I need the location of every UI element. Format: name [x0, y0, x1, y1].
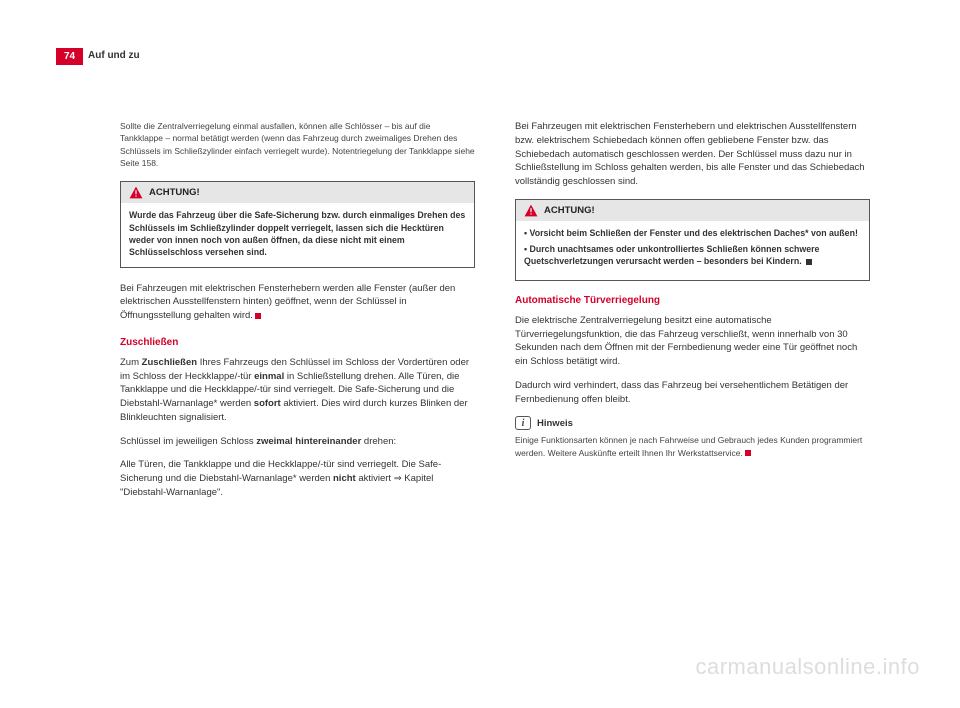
warning-triangle-icon: [129, 186, 143, 199]
zuschliessen-p2: Schlüssel im jeweiligen Schloss zweimal …: [120, 435, 475, 449]
bullet-1: • Vorsicht beim Schließen der Fenster un…: [524, 227, 861, 239]
watermark: carmanualsonline.info: [695, 654, 920, 680]
auto-p1: Die elektrische Zentralverriegelung besi…: [515, 314, 870, 369]
t: einmal: [254, 371, 284, 382]
zuschliessen-p1: Zum Zuschließen Ihres Fahrzeugs den Schl…: [120, 356, 475, 425]
t: zweimal hintereinander: [256, 436, 361, 447]
paragraph-after-warning: Bei Fahrzeugen mit elektrischen Fensterh…: [120, 282, 475, 323]
section-title-auto: Automatische Türverriegelung: [515, 295, 870, 306]
info-icon: i: [515, 416, 531, 430]
intro-note: Sollte die Zentralverriegelung einmal au…: [120, 120, 475, 169]
t: Einige Funktionsarten können je nach Fah…: [515, 435, 862, 457]
warning-body: Wurde das Fahrzeug über die Safe-Sicheru…: [121, 203, 474, 266]
warning-title: ACHTUNG!: [149, 187, 200, 198]
warning-box-1: ACHTUNG! Wurde das Fahrzeug über die Saf…: [120, 181, 475, 267]
end-marker-icon: [255, 313, 261, 319]
t: Schlüssel im jeweiligen Schloss: [120, 436, 256, 447]
t: nicht: [333, 473, 356, 484]
right-intro: Bei Fahrzeugen mit elektrischen Fensterh…: [515, 120, 870, 189]
section-title-zuschliessen: Zuschließen: [120, 337, 475, 348]
content-area: Sollte die Zentralverriegelung einmal au…: [120, 120, 870, 510]
warning-box-2: ACHTUNG! • Vorsicht beim Schließen der F…: [515, 199, 870, 281]
page-number-tab: 74: [56, 48, 83, 65]
hinweis-body: Einige Funktionsarten können je nach Fah…: [515, 434, 870, 459]
t: • Durch unachtsames oder unkontrollierte…: [524, 244, 819, 266]
t: Zuschließen: [142, 357, 197, 368]
zuschliessen-p3: Alle Türen, die Tankklappe und die Heckk…: [120, 458, 475, 499]
auto-p2: Dadurch wird verhindert, dass das Fahrze…: [515, 379, 870, 407]
t: Zum: [120, 357, 142, 368]
t: sofort: [254, 398, 281, 409]
warning-body: • Vorsicht beim Schließen der Fenster un…: [516, 221, 869, 280]
warning-triangle-icon: [524, 204, 538, 217]
hinweis-title: Hinweis: [537, 418, 573, 429]
right-column: Bei Fahrzeugen mit elektrischen Fensterh…: [515, 120, 870, 510]
left-column: Sollte die Zentralverriegelung einmal au…: [120, 120, 475, 510]
t: drehen:: [361, 436, 396, 447]
bullet-2: • Durch unachtsames oder unkontrollierte…: [524, 243, 861, 268]
warning-header: ACHTUNG!: [121, 182, 474, 203]
hinweis-header: i Hinweis: [515, 416, 870, 430]
end-marker-icon: [806, 259, 812, 265]
text: Bei Fahrzeugen mit elektrischen Fensterh…: [120, 283, 455, 322]
warning-title: ACHTUNG!: [544, 205, 595, 216]
end-marker-icon: [745, 450, 751, 456]
header-title: Auf und zu: [88, 50, 140, 61]
warning-header: ACHTUNG!: [516, 200, 869, 221]
